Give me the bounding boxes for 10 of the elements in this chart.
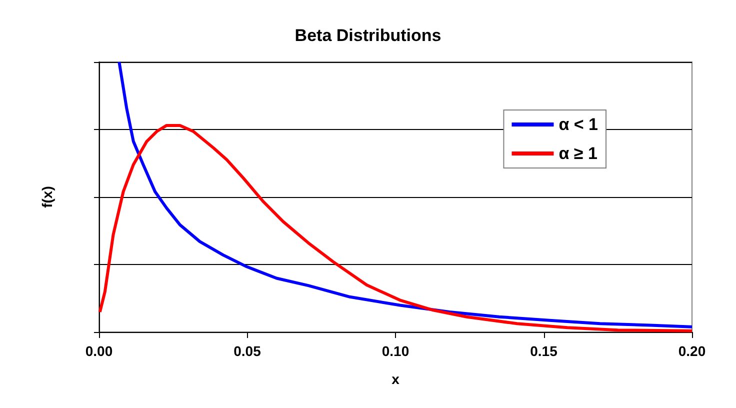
- x-tick-label: 0.15: [530, 343, 558, 359]
- y-axis-title: f(x): [39, 186, 55, 208]
- x-tick-label: 0.00: [85, 343, 113, 359]
- x-tick-label: 0.05: [234, 343, 262, 359]
- x-axis-title: x: [392, 371, 400, 387]
- x-tick-label: 0.10: [382, 343, 410, 359]
- chart-title: Beta Distributions: [294, 26, 442, 45]
- legend-label: α < 1: [558, 115, 598, 134]
- legend-label: α ≥ 1: [558, 144, 598, 163]
- x-tick-label: 0.20: [678, 343, 706, 359]
